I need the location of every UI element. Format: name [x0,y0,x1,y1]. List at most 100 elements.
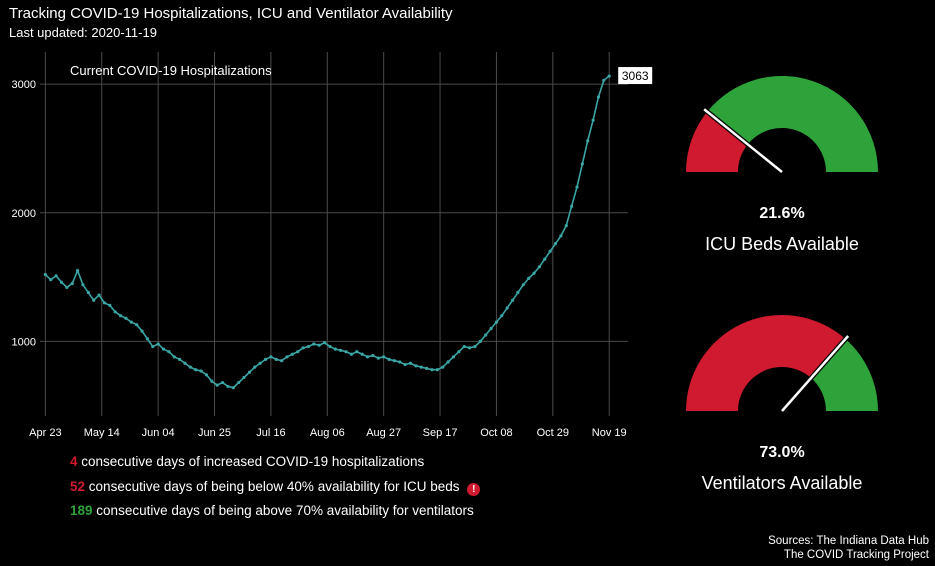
stat-number: 4 [70,454,78,469]
gauge-segment-available [707,75,878,172]
data-point [65,285,69,289]
data-point [290,352,294,356]
data-point [306,344,311,349]
stat-hospitalization-increase: 4 consecutive days of increased COVID-19… [70,454,424,469]
data-point [451,355,456,359]
chart-title: Current COVID-19 Hospitalizations [70,63,272,78]
data-point [86,290,90,295]
hospitalizations-line [44,75,610,389]
ventilator-gauge-label: Ventilators Available [701,473,863,493]
data-point [194,368,198,372]
data-point [580,162,584,166]
data-point [172,355,176,359]
data-point [102,301,107,305]
data-point [570,204,574,208]
data-point [220,380,225,385]
data-point [398,360,402,364]
stat-number: 189 [70,503,93,518]
data-point [548,249,552,253]
data-point [280,359,284,363]
data-point [92,298,96,302]
data-point [108,303,112,307]
data-point [285,355,289,359]
data-point [151,344,155,349]
data-point [253,365,257,369]
data-point [505,306,509,310]
data-point [145,337,149,341]
data-point [258,361,262,365]
data-point [392,359,397,363]
gauge-segment-used [686,111,748,172]
data-point [188,365,192,369]
data-point [49,278,53,282]
data-point [215,383,219,387]
data-point [457,350,461,354]
data-point [263,357,268,362]
data-point [521,283,525,287]
data-point [247,370,252,374]
data-point [226,384,230,389]
x-tick-label: Jun 04 [142,427,175,439]
gauge-needle [781,335,850,412]
data-point [376,356,380,360]
stat-icu-below: 52 consecutive days of being below 40% a… [70,479,481,496]
data-point [360,352,364,356]
data-point [124,316,128,320]
data-point [43,272,47,277]
data-point [317,343,321,347]
stat-number: 52 [70,479,86,494]
data-point [339,348,343,353]
x-tick-label: Nov 19 [592,427,627,439]
data-point [489,326,493,331]
data-point [532,271,536,275]
last-updated: Last updated: 2020-11-19 [9,25,157,40]
data-point [344,350,348,354]
data-point [333,347,337,351]
data-point [516,290,520,295]
data-point [435,368,439,372]
x-tick-label: Jul 16 [256,427,285,439]
data-point [75,269,80,273]
y-tick-label: 1000 [12,336,36,348]
data-point [537,265,541,269]
data-point [97,293,101,297]
data-point [135,323,139,327]
x-tick-label: Apr 23 [29,427,61,439]
data-point [462,344,466,349]
stat-ventilators-above: 189 consecutive days of being above 70% … [70,503,474,518]
data-point [500,314,504,318]
data-point [414,364,418,368]
data-point [349,352,354,356]
stat-text: consecutive days of being below 40% avai… [88,479,460,494]
data-point [269,355,273,359]
data-point [586,139,590,143]
data-point [602,78,606,82]
stat-text: consecutive days of increased COVID-19 h… [81,454,425,469]
icu-gauge-value: 21.6% [759,205,805,222]
data-point [231,386,235,390]
data-point [301,346,305,350]
last-value-text: 3063 [622,69,649,83]
data-point [242,375,246,380]
data-point [473,344,477,349]
data-point [274,357,278,362]
data-point [296,350,300,354]
data-point [371,353,375,358]
data-point [441,365,445,369]
gauge-segment-available [811,338,878,411]
data-point [408,361,413,365]
source-line: The COVID Tracking Project [783,549,929,561]
data-point [591,118,595,122]
data-point [510,298,515,302]
exclamation-circle-icon[interactable]: ! [467,483,481,496]
data-point [387,357,391,362]
x-tick-label: Oct 29 [537,427,569,439]
data-point [183,361,187,365]
data-point [446,360,450,364]
data-point [54,274,58,278]
icu-gauge [686,75,878,173]
x-tick-label: May 14 [84,427,120,439]
data-point [199,369,203,373]
ventilator-gauge-value: 73.0% [759,444,805,461]
